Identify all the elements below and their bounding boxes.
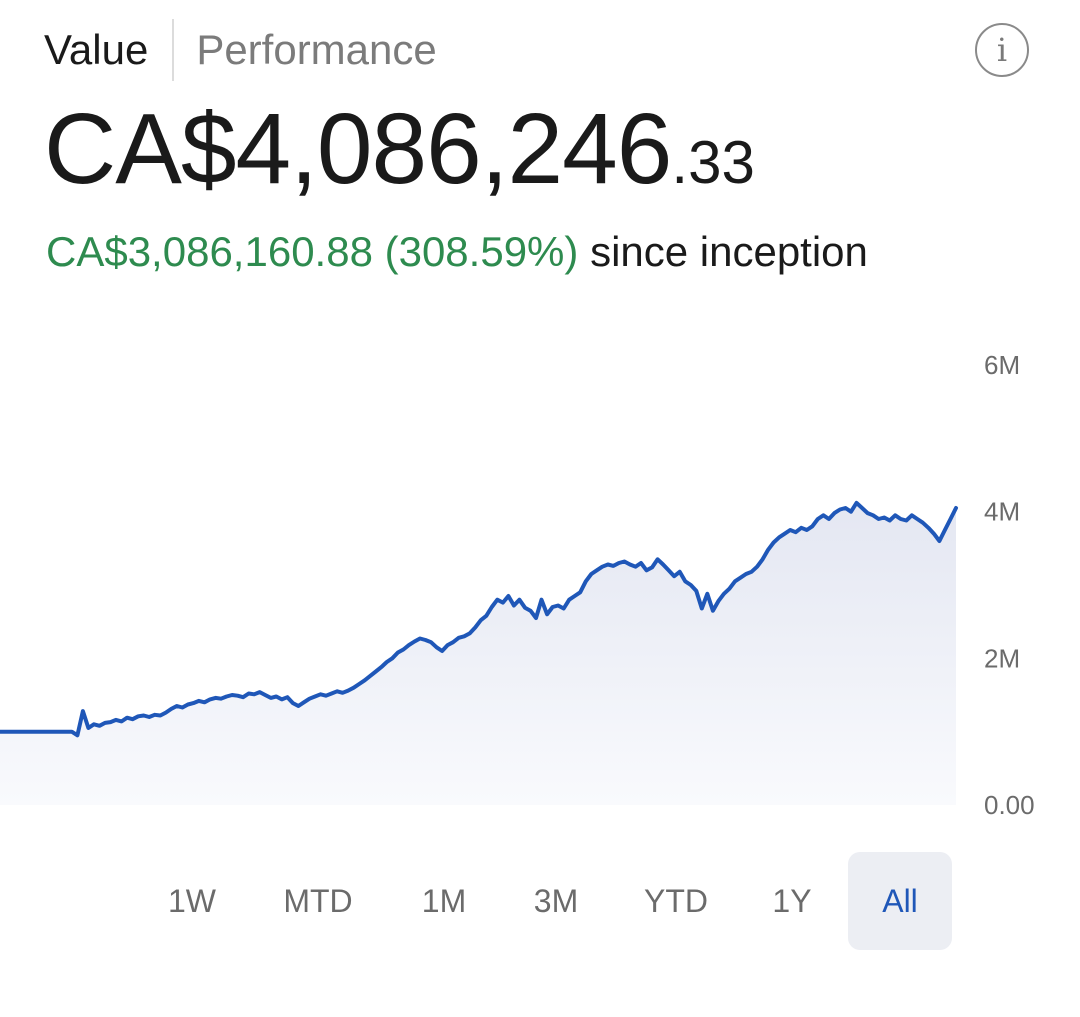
tab-performance[interactable]: Performance [196,26,437,73]
tab-value[interactable]: Value [44,26,149,73]
y-tick-label: 4M [984,497,1020,527]
time-range-selector: 1W MTD 1M 3M YTD 1Y All [140,852,952,950]
range-button-1w[interactable]: 1W [140,852,244,950]
view-tabs: Value Performance [44,18,437,82]
gain-suffix: since inception [590,228,868,275]
range-label: 3M [533,882,579,919]
range-label: MTD [283,882,353,919]
range-button-1m[interactable]: 1M [392,852,496,950]
gain-amount: CA$3,086,160.88 (308.59%) [46,228,579,275]
portfolio-value-cents: .33 [671,129,755,196]
portfolio-value-main: CA$4,086,246 [44,93,672,205]
y-tick-label: 6M [984,350,1020,380]
gain-since-inception: CA$3,086,160.88 (308.59%) since inceptio… [46,228,868,276]
chart-series-line [0,500,958,738]
range-label: All [882,882,918,919]
info-icon[interactable]: i [975,23,1029,77]
portfolio-value: CA$4,086,246.33 [44,92,755,207]
tab-divider [172,19,175,81]
range-button-all[interactable]: All [848,852,952,950]
info-icon-glyph: i [996,31,1008,69]
range-button-ytd[interactable]: YTD [616,852,736,950]
chart-area-fill [0,502,956,805]
range-button-mtd[interactable]: MTD [244,852,392,950]
range-label: YTD [644,882,708,919]
y-tick-label: 2M [984,643,1020,673]
range-button-3m[interactable]: 3M [496,852,616,950]
range-button-1y[interactable]: 1Y [736,852,848,950]
range-label: 1M [421,882,467,919]
range-label: 1W [168,882,216,919]
y-tick-label: 0.00 [984,790,1035,820]
y-axis-ticks: 0.00 2M 4M 6M [984,350,1035,820]
range-label: 1Y [772,882,812,919]
value-chart: 0.00 2M 4M 6M [0,350,1035,820]
